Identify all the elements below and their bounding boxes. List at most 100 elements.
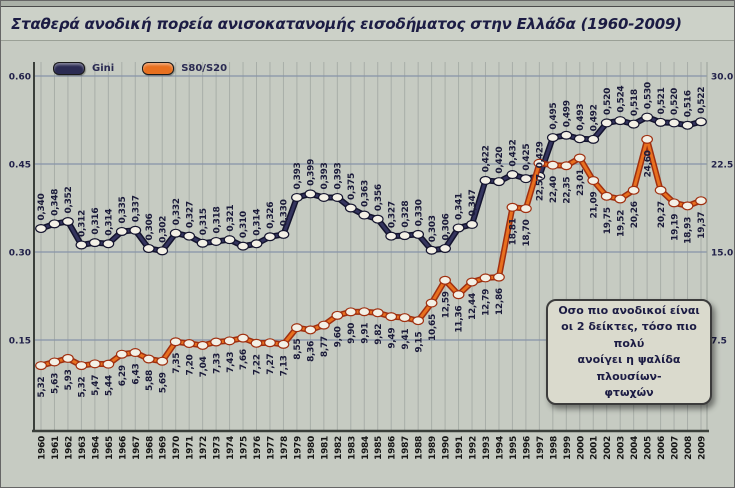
svg-text:0,321: 0,321: [226, 205, 236, 232]
svg-text:0,306: 0,306: [441, 213, 451, 240]
svg-text:1983: 1983: [347, 436, 357, 460]
svg-text:0,521: 0,521: [657, 87, 667, 114]
svg-text:21,09: 21,09: [589, 192, 599, 219]
right-axis-tick-labels: 30.0 22.5 15.0 7.5: [711, 73, 733, 347]
svg-text:7,43: 7,43: [226, 352, 236, 373]
legend-item-gini: Gini: [53, 62, 114, 75]
svg-text:0,492: 0,492: [589, 104, 599, 131]
legend-item-s80s20: S80/S20: [142, 62, 227, 75]
svg-text:19,37: 19,37: [697, 212, 707, 239]
svg-text:12,86: 12,86: [495, 288, 505, 315]
svg-text:7.5: 7.5: [711, 337, 727, 347]
svg-text:8,77: 8,77: [320, 336, 330, 357]
svg-text:5,44: 5,44: [105, 375, 115, 396]
svg-text:0,432: 0,432: [509, 140, 519, 167]
svg-text:9,82: 9,82: [374, 324, 384, 345]
svg-text:11,36: 11,36: [455, 306, 465, 333]
svg-text:1987: 1987: [401, 436, 411, 460]
svg-text:20,26: 20,26: [630, 201, 640, 228]
gini-legend-label: Gini: [92, 63, 115, 74]
svg-text:5,93: 5,93: [64, 369, 74, 390]
svg-text:1985: 1985: [374, 436, 384, 460]
gini-legend-swatch: [53, 62, 85, 75]
svg-text:0,422: 0,422: [482, 145, 492, 172]
annotation-line: ανοίγει η ψαλίδα πλουσίων-: [577, 353, 681, 383]
svg-text:0,420: 0,420: [495, 147, 505, 174]
svg-text:2003: 2003: [617, 436, 627, 460]
svg-text:0.30: 0.30: [9, 249, 31, 259]
svg-text:0,520: 0,520: [603, 88, 613, 115]
svg-text:23,01: 23,01: [576, 169, 586, 196]
svg-text:22,57: 22,57: [536, 174, 546, 201]
svg-text:9,49: 9,49: [387, 328, 397, 349]
svg-text:6,29: 6,29: [118, 365, 128, 386]
svg-text:1999: 1999: [563, 436, 573, 460]
svg-text:0,318: 0,318: [212, 206, 222, 233]
svg-text:7,27: 7,27: [266, 354, 276, 375]
s80s20-legend-swatch: [142, 62, 175, 75]
svg-text:9,60: 9,60: [334, 326, 344, 347]
svg-text:0,499: 0,499: [563, 100, 573, 127]
svg-text:1973: 1973: [213, 436, 223, 460]
svg-text:1976: 1976: [253, 436, 263, 460]
svg-text:2008: 2008: [684, 436, 694, 460]
svg-text:0,530: 0,530: [643, 82, 653, 109]
svg-text:1998: 1998: [549, 436, 559, 460]
svg-text:9,15: 9,15: [414, 332, 424, 353]
svg-text:0,522: 0,522: [697, 87, 707, 114]
svg-text:2007: 2007: [671, 436, 681, 460]
svg-text:0,312: 0,312: [78, 210, 88, 237]
svg-text:0,302: 0,302: [158, 216, 168, 243]
svg-text:2000: 2000: [576, 436, 586, 460]
svg-text:0,340: 0,340: [37, 194, 47, 221]
svg-text:0,524: 0,524: [616, 86, 626, 113]
top-strip: [1, 1, 734, 7]
svg-text:22.5: 22.5: [711, 161, 733, 171]
svg-text:0,518: 0,518: [630, 89, 640, 116]
svg-text:0,327: 0,327: [387, 201, 397, 228]
svg-text:18,70: 18,70: [522, 220, 532, 247]
svg-text:0,341: 0,341: [455, 193, 465, 220]
svg-text:7,66: 7,66: [239, 349, 249, 370]
svg-text:1986: 1986: [388, 436, 398, 460]
svg-text:0,399: 0,399: [307, 159, 317, 186]
svg-text:30.0: 30.0: [711, 73, 733, 83]
svg-text:0,326: 0,326: [266, 202, 276, 229]
svg-text:0.60: 0.60: [9, 73, 31, 83]
svg-text:15.0: 15.0: [711, 249, 733, 259]
title-bar: Σταθερά ανοδική πορεία ανισοκατανομής ει…: [1, 7, 734, 41]
svg-text:0,303: 0,303: [428, 215, 438, 242]
svg-text:7,35: 7,35: [172, 353, 182, 374]
svg-text:0,393: 0,393: [293, 162, 303, 189]
x-axis-year-labels: 1960 1961 1962 1963 1964 1965 1966 1967 1968 1969…: [38, 436, 708, 460]
annotation-line: Οσο πιο ανοδικοί είναι: [558, 303, 700, 317]
svg-text:22,40: 22,40: [549, 176, 559, 203]
svg-text:1974: 1974: [226, 436, 236, 460]
svg-text:1970: 1970: [172, 436, 182, 460]
svg-text:0,347: 0,347: [468, 189, 478, 216]
chart-area: 0.60 0.45 0.30 0.15 30.0 22.5 15.0 7.5 1960 1961 1…: [1, 42, 734, 487]
svg-text:1972: 1972: [199, 436, 209, 460]
svg-text:1975: 1975: [240, 436, 250, 460]
gini-series: [35, 112, 707, 256]
svg-text:1962: 1962: [64, 436, 74, 460]
svg-text:1988: 1988: [415, 436, 425, 460]
svg-text:1969: 1969: [159, 436, 169, 460]
svg-text:0,375: 0,375: [347, 173, 357, 200]
svg-text:0,328: 0,328: [401, 201, 411, 228]
svg-text:0,495: 0,495: [549, 103, 559, 130]
svg-text:0,337: 0,337: [131, 195, 141, 222]
svg-text:1981: 1981: [320, 436, 330, 460]
svg-text:1991: 1991: [455, 436, 465, 460]
svg-text:22,35: 22,35: [563, 177, 573, 204]
svg-text:1997: 1997: [536, 436, 546, 460]
svg-text:19,19: 19,19: [670, 214, 680, 241]
svg-text:1960: 1960: [38, 436, 48, 460]
svg-text:0,314: 0,314: [105, 209, 115, 236]
svg-text:10,65: 10,65: [428, 314, 438, 341]
svg-text:1984: 1984: [361, 436, 371, 460]
s80s20-value-labels: 5,32 5,63 5,93 5,32 5,47 5,44 6,29 6,43 5,88 5,69…: [37, 150, 707, 397]
